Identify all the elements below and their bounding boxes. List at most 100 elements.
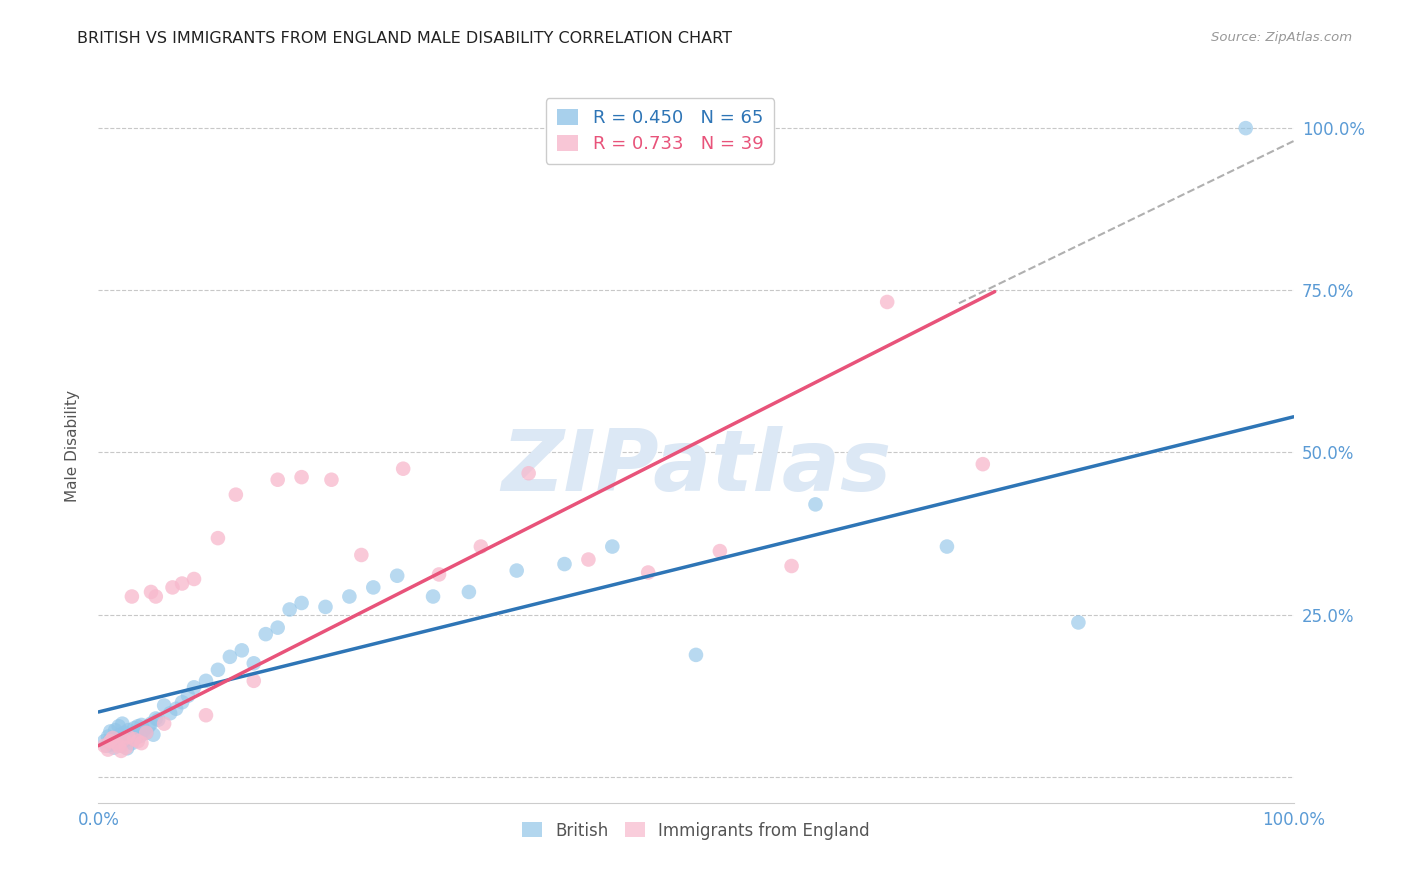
Point: [225, 488, 247, 502]
Point: [124, 732, 146, 747]
Point: [183, 572, 205, 586]
Point: [93, 734, 115, 748]
Point: [107, 719, 129, 733]
Point: [129, 729, 152, 743]
Point: [145, 711, 167, 725]
Point: [153, 698, 176, 713]
Point: [243, 657, 266, 671]
Point: [254, 627, 277, 641]
Point: [578, 552, 600, 566]
Point: [131, 718, 153, 732]
Point: [422, 590, 444, 604]
Point: [97, 730, 120, 744]
Legend: British, Immigrants from England: British, Immigrants from England: [513, 814, 879, 848]
Point: [93, 739, 115, 753]
Point: [1234, 121, 1257, 136]
Point: [120, 727, 142, 741]
Point: [804, 497, 827, 511]
Point: [517, 467, 540, 481]
Point: [278, 602, 301, 616]
Point: [876, 295, 898, 310]
Point: [159, 706, 181, 721]
Point: [1067, 615, 1090, 630]
Point: [117, 723, 139, 738]
Point: [138, 719, 160, 733]
Point: [105, 731, 128, 745]
Point: [243, 673, 266, 688]
Point: [131, 736, 153, 750]
Point: [118, 731, 141, 745]
Point: [267, 473, 290, 487]
Point: [121, 590, 143, 604]
Point: [172, 576, 194, 591]
Point: [104, 723, 127, 738]
Point: [506, 564, 529, 578]
Point: [101, 732, 124, 747]
Point: [231, 643, 253, 657]
Point: [267, 621, 290, 635]
Text: ZIPatlas: ZIPatlas: [501, 425, 891, 509]
Point: [98, 734, 122, 748]
Point: [112, 732, 135, 747]
Point: [709, 544, 731, 558]
Point: [207, 531, 229, 545]
Point: [291, 596, 314, 610]
Point: [291, 470, 314, 484]
Point: [101, 731, 124, 745]
Point: [321, 473, 343, 487]
Point: [142, 728, 165, 742]
Point: [115, 740, 138, 755]
Point: [385, 568, 409, 582]
Point: [177, 689, 200, 703]
Point: [165, 702, 187, 716]
Point: [121, 736, 143, 750]
Point: [145, 590, 167, 604]
Point: [315, 599, 337, 614]
Point: [107, 736, 129, 750]
Point: [195, 708, 218, 723]
Point: [172, 695, 194, 709]
Point: [183, 681, 205, 695]
Point: [103, 740, 125, 755]
Point: [139, 716, 162, 731]
Point: [554, 557, 576, 571]
Point: [153, 716, 176, 731]
Point: [100, 738, 122, 752]
Point: [427, 567, 450, 582]
Point: [127, 734, 149, 748]
Point: [127, 719, 149, 733]
Point: [108, 728, 131, 742]
Point: [219, 649, 242, 664]
Point: [124, 721, 146, 735]
Point: [115, 732, 138, 747]
Point: [114, 725, 136, 739]
Point: [107, 739, 129, 753]
Point: [97, 742, 120, 756]
Point: [98, 724, 122, 739]
Point: [96, 739, 118, 753]
Point: [110, 744, 132, 758]
Point: [132, 723, 155, 738]
Point: [139, 585, 162, 599]
Text: Source: ZipAtlas.com: Source: ZipAtlas.com: [1212, 31, 1353, 45]
Point: [392, 461, 415, 475]
Point: [124, 731, 146, 745]
Point: [162, 581, 184, 595]
Point: [195, 673, 218, 688]
Point: [637, 566, 659, 580]
Point: [117, 730, 139, 744]
Point: [470, 540, 492, 554]
Point: [110, 739, 132, 753]
Point: [115, 741, 138, 756]
Point: [339, 590, 361, 604]
Point: [350, 548, 373, 562]
Point: [112, 734, 135, 748]
Text: BRITISH VS IMMIGRANTS FROM ENGLAND MALE DISABILITY CORRELATION CHART: BRITISH VS IMMIGRANTS FROM ENGLAND MALE …: [77, 31, 733, 46]
Point: [363, 581, 385, 595]
Point: [936, 540, 959, 554]
Point: [148, 713, 170, 727]
Point: [207, 663, 229, 677]
Point: [111, 716, 134, 731]
Point: [98, 734, 121, 748]
Point: [972, 457, 994, 471]
